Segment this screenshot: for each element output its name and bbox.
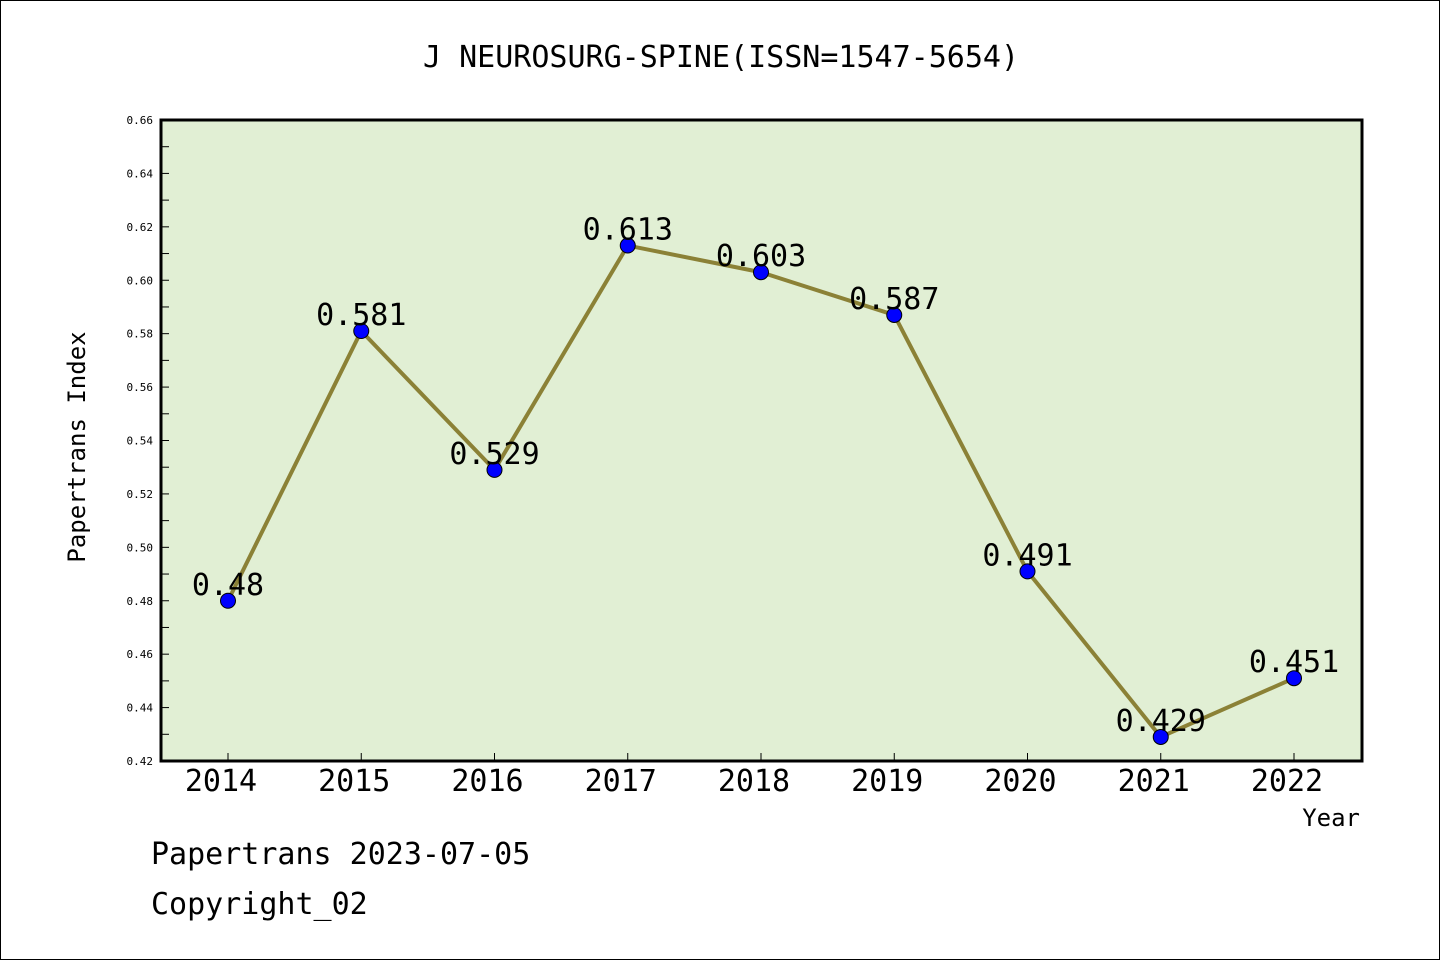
y-tick-label: 0.66 (127, 114, 154, 127)
data-label-2021: 0.429 (1116, 704, 1206, 739)
data-point-2022 (1286, 670, 1302, 687)
footer-copyright: Copyright_02 (151, 887, 368, 922)
data-label-2015: 0.581 (316, 298, 406, 333)
x-tick-label-2019: 2019 (851, 764, 923, 799)
data-point-2018 (753, 264, 769, 281)
y-tick-label: 0.64 (127, 167, 154, 180)
chart-title: J NEUROSURG-SPINE(ISSN=1547-5654) (423, 40, 1019, 75)
x-tick-label-2016: 2016 (451, 764, 523, 799)
data-point-2016 (486, 461, 503, 478)
y-tick-label: 0.62 (127, 221, 154, 234)
plot-area (159, 118, 1364, 763)
y-tick-label: 0.50 (127, 541, 154, 554)
data-labels: 0.48 0.581 0.529 0.613 0.603 0.587 0.491 0.429 0… (192, 213, 1339, 739)
y-axis: 0.42 0.44 0.46 0.48 0.50 0.52 0.54 0.56 0.58 0.60… (127, 114, 169, 768)
data-label-2020: 0.491 (982, 538, 1072, 573)
data-label-2016: 0.529 (449, 437, 539, 472)
y-tick-label: 0.60 (127, 274, 154, 287)
y-tick-label: 0.42 (127, 755, 154, 768)
y-tick-label: 0.54 (127, 435, 154, 448)
y-tick-label: 0.56 (127, 381, 154, 394)
x-tick-label-2014: 2014 (185, 764, 257, 799)
data-label-2018: 0.603 (716, 239, 806, 274)
y-tick-label: 0.52 (127, 488, 154, 501)
footer-date: Papertrans 2023-07-05 (151, 837, 530, 872)
x-axis: 2014 2015 2016 2017 2018 2019 2020 2021 2022 (185, 753, 1323, 799)
data-point-2014 (220, 592, 236, 609)
data-label-2019: 0.587 (849, 282, 939, 317)
data-point-2020 (1019, 563, 1036, 580)
x-tick-label-2018: 2018 (718, 764, 790, 799)
y-tick-label: 0.44 (127, 702, 154, 715)
x-tick-label-2022: 2022 (1251, 764, 1323, 799)
y-tick-label: 0.58 (127, 328, 154, 341)
data-label-2014: 0.48 (192, 568, 264, 603)
x-tick-label-2020: 2020 (984, 764, 1056, 799)
x-tick-label-2017: 2017 (585, 764, 657, 799)
x-tick-label-2021: 2021 (1118, 764, 1190, 799)
x-tick-label-2015: 2015 (318, 764, 390, 799)
series-papertrans-index (220, 237, 1302, 745)
data-label-2017: 0.613 (583, 213, 673, 248)
y-tick-label: 0.48 (127, 595, 154, 608)
data-point-2015 (353, 322, 370, 339)
x-axis-label: Year (1302, 804, 1360, 832)
y-tick-label: 0.46 (127, 648, 154, 661)
y-axis-label: Papertrans Index (63, 331, 91, 562)
data-point-2019 (886, 306, 903, 323)
data-point-2021 (1152, 728, 1169, 745)
data-label-2022: 0.451 (1249, 645, 1339, 680)
data-point-2017 (619, 237, 636, 254)
